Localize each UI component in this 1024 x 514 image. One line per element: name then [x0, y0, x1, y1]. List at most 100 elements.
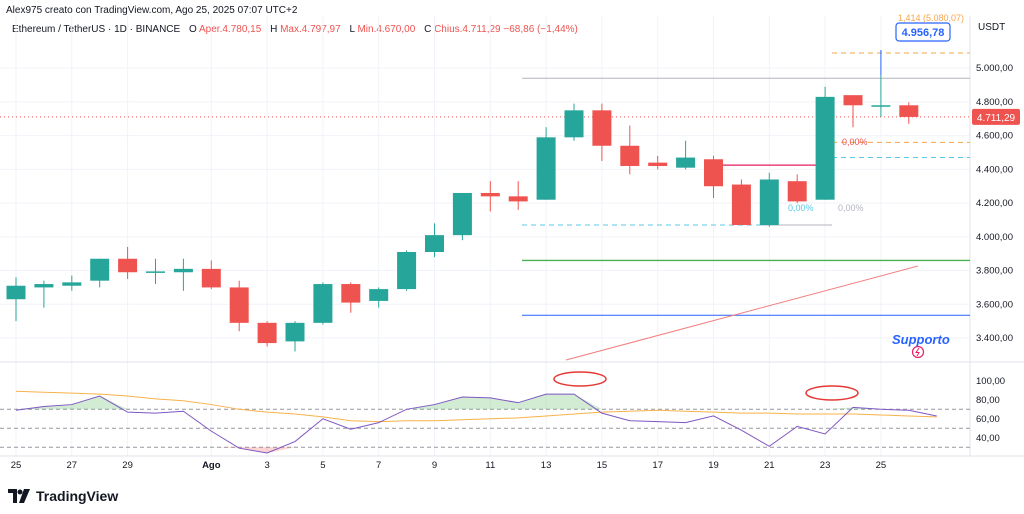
creator-line: Alex975 creato con TradingView.com, Ago …: [6, 5, 298, 16]
grid: [0, 16, 1024, 457]
time-tick-label: 9: [432, 460, 437, 471]
candle-body: [508, 196, 528, 202]
fib-zero-label-gray: 0,00%: [838, 203, 864, 213]
candle-body: [201, 268, 221, 288]
symbol-title[interactable]: Ethereum / TetherUS · 1D · BINANCE: [12, 24, 181, 35]
time-tick-label: 23: [820, 460, 831, 471]
time-tick-label: 25: [11, 460, 22, 471]
low-value: Min.4.670,00: [357, 24, 416, 35]
tradingview-wordmark: TradingView: [36, 488, 119, 504]
candle-body: [480, 192, 500, 197]
tradingview-logo-icon: [8, 489, 30, 503]
tradingview-brand[interactable]: TradingView: [8, 488, 118, 504]
lightning-icon: [911, 345, 925, 359]
time-tick-label: 17: [652, 460, 663, 471]
rsi-pane[interactable]: [0, 371, 970, 454]
candle-body: [787, 181, 807, 202]
candle-body: [425, 235, 444, 253]
time-tick-label: 19: [708, 460, 719, 471]
candle-body: [146, 271, 165, 273]
price-axis[interactable]: 5.000,00 4.800,00 4.600,00 4.400,00 4.200,00…: [972, 63, 1020, 344]
rsi-ma-line: [15, 390, 937, 423]
rsi-tick-label: 40,00: [976, 433, 1000, 444]
time-tick-label: 29: [122, 460, 133, 471]
candle-body: [229, 287, 249, 323]
rsi-tick-label: 60,00: [976, 414, 1000, 425]
candle-body: [62, 282, 82, 286]
rsi-tick-label: 80,00: [976, 395, 1000, 406]
time-axis[interactable]: 25 27 29 Ago 3 5 7 9 11 13 15 17 19 21 23 25: [11, 460, 886, 471]
rsi-oversold-fill: [16, 447, 937, 453]
fib-zero-label-right: 0,00%: [842, 137, 868, 147]
high-label: H: [270, 24, 278, 35]
rsi-highlight-ellipse: [805, 385, 859, 401]
rsi-highlight-ellipse: [553, 371, 607, 387]
support-label[interactable]: Supporto: [892, 332, 950, 347]
candle-body: [90, 258, 110, 281]
fib-zero-label-left: 0,00%: [788, 203, 814, 213]
candle-body: [536, 137, 556, 200]
low-label: L: [349, 24, 355, 35]
price-tick-label: 4.000,00: [976, 232, 1013, 243]
rsi-axis[interactable]: 100,00 80,00 60,00 40,00: [976, 376, 1005, 444]
candle-body: [704, 159, 723, 187]
symbol-legend: Ethereum / TetherUS · 1D · BINANCE O Ape…: [12, 24, 578, 35]
last-price-text: 4.711,29: [977, 113, 1016, 124]
price-tick-label: 4.200,00: [976, 198, 1013, 209]
candle-body: [620, 145, 640, 166]
candle-body: [34, 284, 54, 288]
candle-body: [676, 157, 696, 168]
candle-body: [815, 96, 835, 200]
change-value: −68,86 (−1,44%): [503, 24, 578, 35]
high-callout-box: [895, 22, 951, 42]
candle-body: [6, 285, 26, 300]
fib-extension-label: 1,414 (5.080,07): [898, 13, 964, 23]
price-tick-label: 3.800,00: [976, 266, 1013, 277]
trend-line: [565, 265, 919, 361]
drawings-layer[interactable]: 4.956,78: [0, 22, 970, 361]
time-tick-label: Ago: [202, 460, 221, 471]
lightning-glyph: [915, 347, 920, 357]
candle-body: [369, 289, 389, 301]
price-tick-label: 3.400,00: [976, 333, 1013, 344]
candles-layer[interactable]: [6, 75, 919, 352]
close-value: Chius.4.711,29: [434, 24, 501, 35]
time-tick-label: 7: [376, 460, 381, 471]
candle-body: [731, 184, 751, 226]
time-tick-label: 3: [264, 460, 269, 471]
candle-body: [313, 284, 333, 323]
close-label: C: [424, 24, 432, 35]
candle-body: [257, 322, 277, 344]
candle-body: [759, 179, 779, 226]
candle-body: [452, 192, 472, 236]
time-tick-label: 27: [67, 460, 78, 471]
time-tick-label: 5: [320, 460, 325, 471]
currency-label: USDT: [978, 22, 1005, 33]
annotation-labels: USDT 1,414 (5.080,07) 0,00% 0,00% 0,00% …: [788, 13, 1005, 347]
time-tick-label: 21: [764, 460, 775, 471]
rsi-tick-label: 100,00: [976, 376, 1005, 387]
candle-body: [564, 110, 584, 138]
time-tick-label: 25: [876, 460, 887, 471]
time-tick-label: 15: [597, 460, 608, 471]
time-tick-label: 11: [485, 460, 495, 471]
candle-body: [843, 95, 863, 106]
price-tick-label: 3.600,00: [976, 299, 1013, 310]
high-value: Max.4.797,97: [280, 24, 341, 35]
open-value: Aper.4.780,15: [199, 24, 262, 35]
price-tick-label: 4.800,00: [976, 97, 1013, 108]
time-tick-label: 13: [541, 460, 552, 471]
last-price-badge: [972, 108, 1020, 125]
candle-body: [285, 322, 305, 342]
candle-body: [592, 110, 612, 146]
candle-body: [397, 252, 417, 290]
price-tick-label: 5.000,00: [976, 63, 1013, 74]
candle-body: [899, 105, 919, 117]
rsi-overbought-fill: [16, 394, 937, 410]
candle-body: [648, 162, 668, 166]
price-tick-label: 4.600,00: [976, 131, 1013, 142]
rsi-line: [15, 393, 937, 454]
candle-body: [871, 105, 891, 107]
candle-body: [341, 284, 361, 303]
